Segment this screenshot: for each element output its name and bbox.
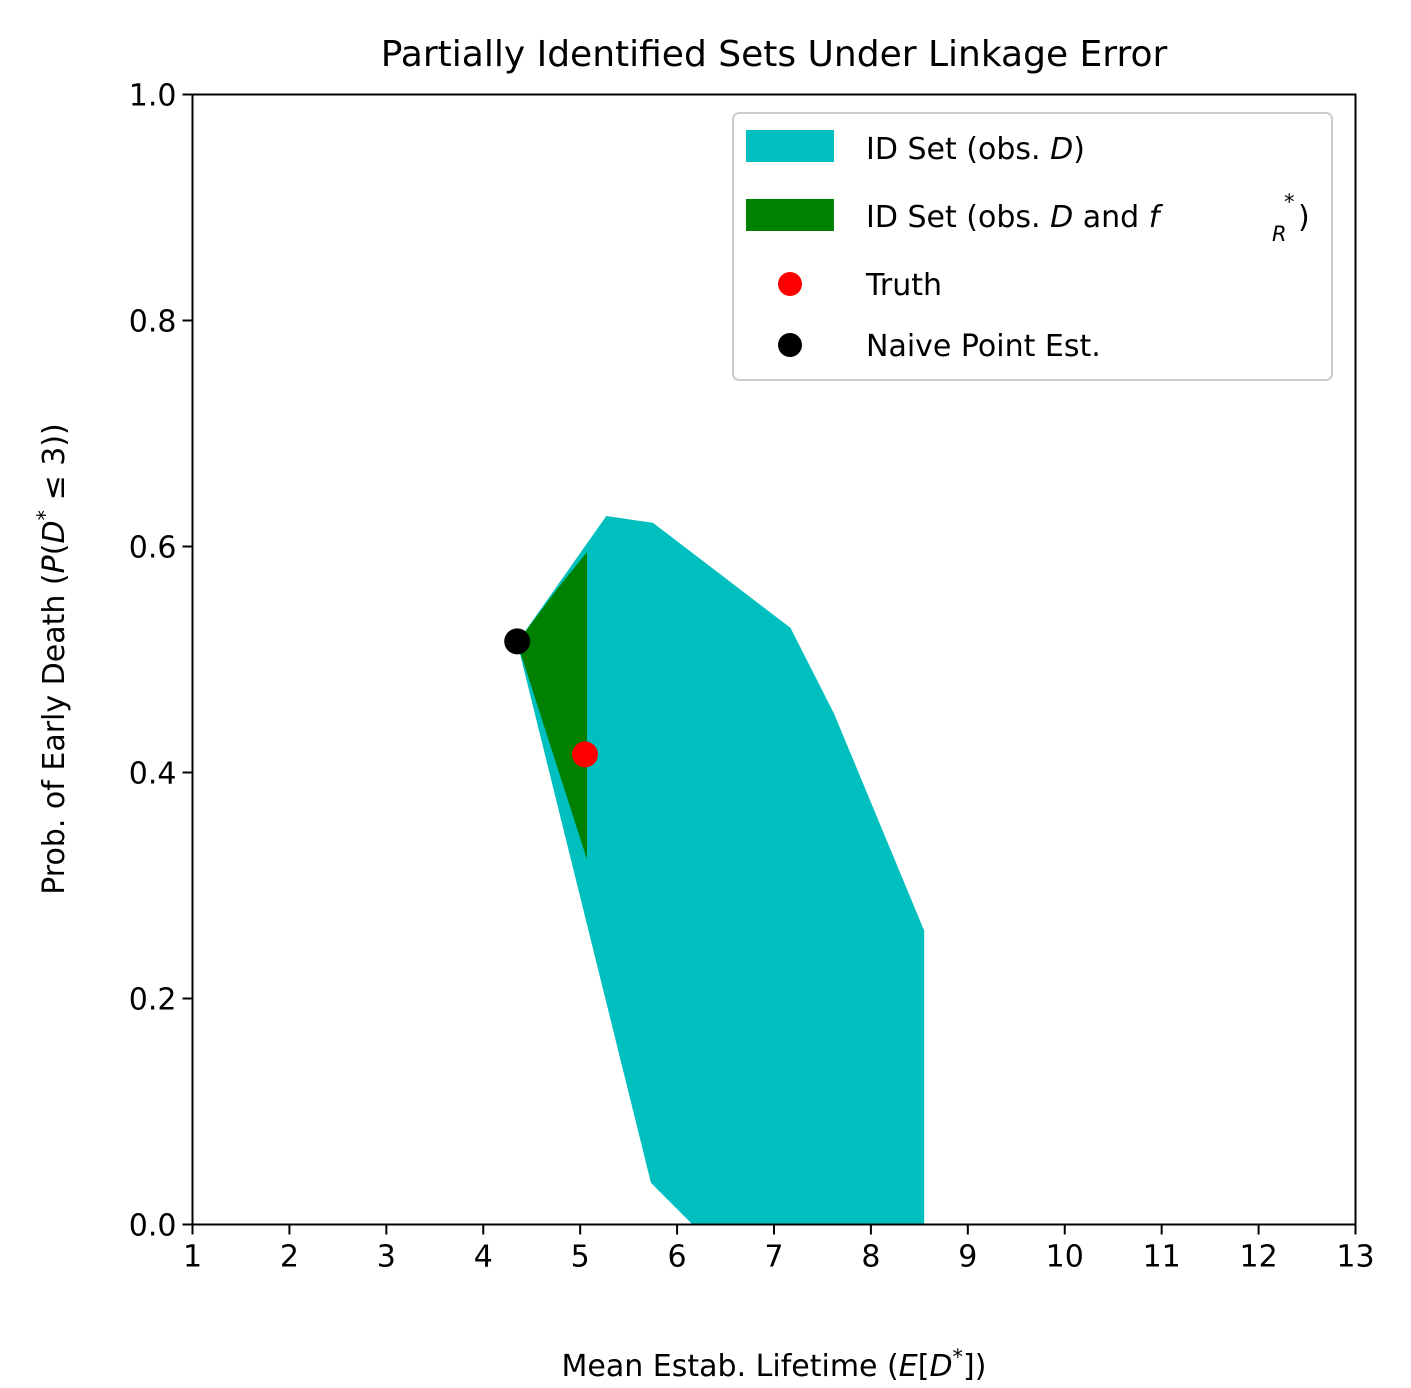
x-tick-label: 1 xyxy=(183,1240,202,1275)
y-axis-label: Prob. of Early Death (P(D* ≤ 3)) xyxy=(33,423,72,895)
x-label-pre: Mean Estab. Lifetime ( xyxy=(562,1349,899,1384)
x-tick-label: 3 xyxy=(377,1240,396,1275)
x-tick-label: 11 xyxy=(1143,1240,1181,1275)
y-label-pre: Prob. of Early Death ( xyxy=(37,573,72,894)
x-axis-ticks: 1 2 3 4 5 6 7 8 9 10 11 12 13 xyxy=(183,1224,1375,1275)
legend-2-var: D xyxy=(1050,200,1073,235)
x-tick-label: 2 xyxy=(280,1240,299,1275)
legend-marker-truth xyxy=(778,272,802,296)
y-label-mid: ( xyxy=(37,544,72,556)
legend-1-post: ) xyxy=(1073,132,1085,167)
x-label-sup: * xyxy=(953,1345,964,1369)
legend-swatch-id-set-fr xyxy=(746,199,834,231)
x-tick-label: 4 xyxy=(474,1240,493,1275)
y-tick-label: 0.8 xyxy=(129,305,177,340)
legend-swatch-id-set xyxy=(746,130,834,162)
region-0 xyxy=(517,516,925,1225)
point-2 xyxy=(572,741,598,768)
x-tick-label: 13 xyxy=(1336,1240,1374,1275)
x-tick-label: 7 xyxy=(764,1240,783,1275)
legend-label-id-set-fr: ID Set (obs. D and f xyxy=(866,200,1164,235)
legend-marker-naive xyxy=(778,333,802,357)
y-tick-label: 0.2 xyxy=(129,983,177,1018)
legend-1-pre: ID Set (obs. xyxy=(866,132,1050,167)
y-axis-ticks: 0.0 0.2 0.4 0.6 0.8 1.0 xyxy=(129,79,193,1244)
x-label-var: E xyxy=(899,1349,918,1384)
legend-frame xyxy=(732,112,1333,381)
legend-label-id-set: ID Set (obs. D) xyxy=(866,132,1085,167)
legend-2-post: ) xyxy=(1298,200,1310,235)
y-label-sup: * xyxy=(33,510,57,521)
legend: ID Set (obs. D) ID Set (obs. D and f * R… xyxy=(732,112,1333,381)
legend-2-pre: ID Set (obs. xyxy=(866,200,1050,235)
point-3 xyxy=(504,628,531,655)
regions xyxy=(517,516,925,1225)
y-label-var2: D xyxy=(37,520,72,543)
x-tick-label: 9 xyxy=(958,1240,977,1275)
x-tick-label: 6 xyxy=(668,1240,687,1275)
x-tick-label: 5 xyxy=(571,1240,590,1275)
x-tick-label: 12 xyxy=(1239,1240,1277,1275)
y-label-var: P xyxy=(37,554,72,573)
legend-2-sub: R xyxy=(1272,222,1287,246)
x-label-mid: [ xyxy=(918,1349,930,1384)
x-tick-label: 10 xyxy=(1046,1240,1084,1275)
legend-label-truth: Truth xyxy=(865,268,942,303)
y-tick-label: 0.6 xyxy=(129,531,177,566)
plot-area xyxy=(504,516,925,1225)
x-tick-label: 8 xyxy=(861,1240,880,1275)
x-label-post: ]) xyxy=(963,1349,986,1384)
legend-label-naive: Naive Point Est. xyxy=(866,329,1101,364)
legend-2-sup: * xyxy=(1284,190,1295,214)
legend-2-mid: and xyxy=(1073,200,1149,235)
y-tick-label: 0.4 xyxy=(129,757,177,792)
y-tick-label: 0.0 xyxy=(129,1209,177,1244)
legend-1-var: D xyxy=(1050,132,1073,167)
x-label-var2: D xyxy=(929,1349,952,1384)
points xyxy=(504,628,598,768)
region-1 xyxy=(517,552,587,860)
y-label-post: ≤ 3)) xyxy=(37,423,72,510)
chart-title: Partially Identified Sets Under Linkage … xyxy=(381,34,1168,75)
x-axis-label: Mean Estab. Lifetime (E[D*]) xyxy=(562,1345,987,1384)
y-tick-label: 1.0 xyxy=(129,79,177,114)
